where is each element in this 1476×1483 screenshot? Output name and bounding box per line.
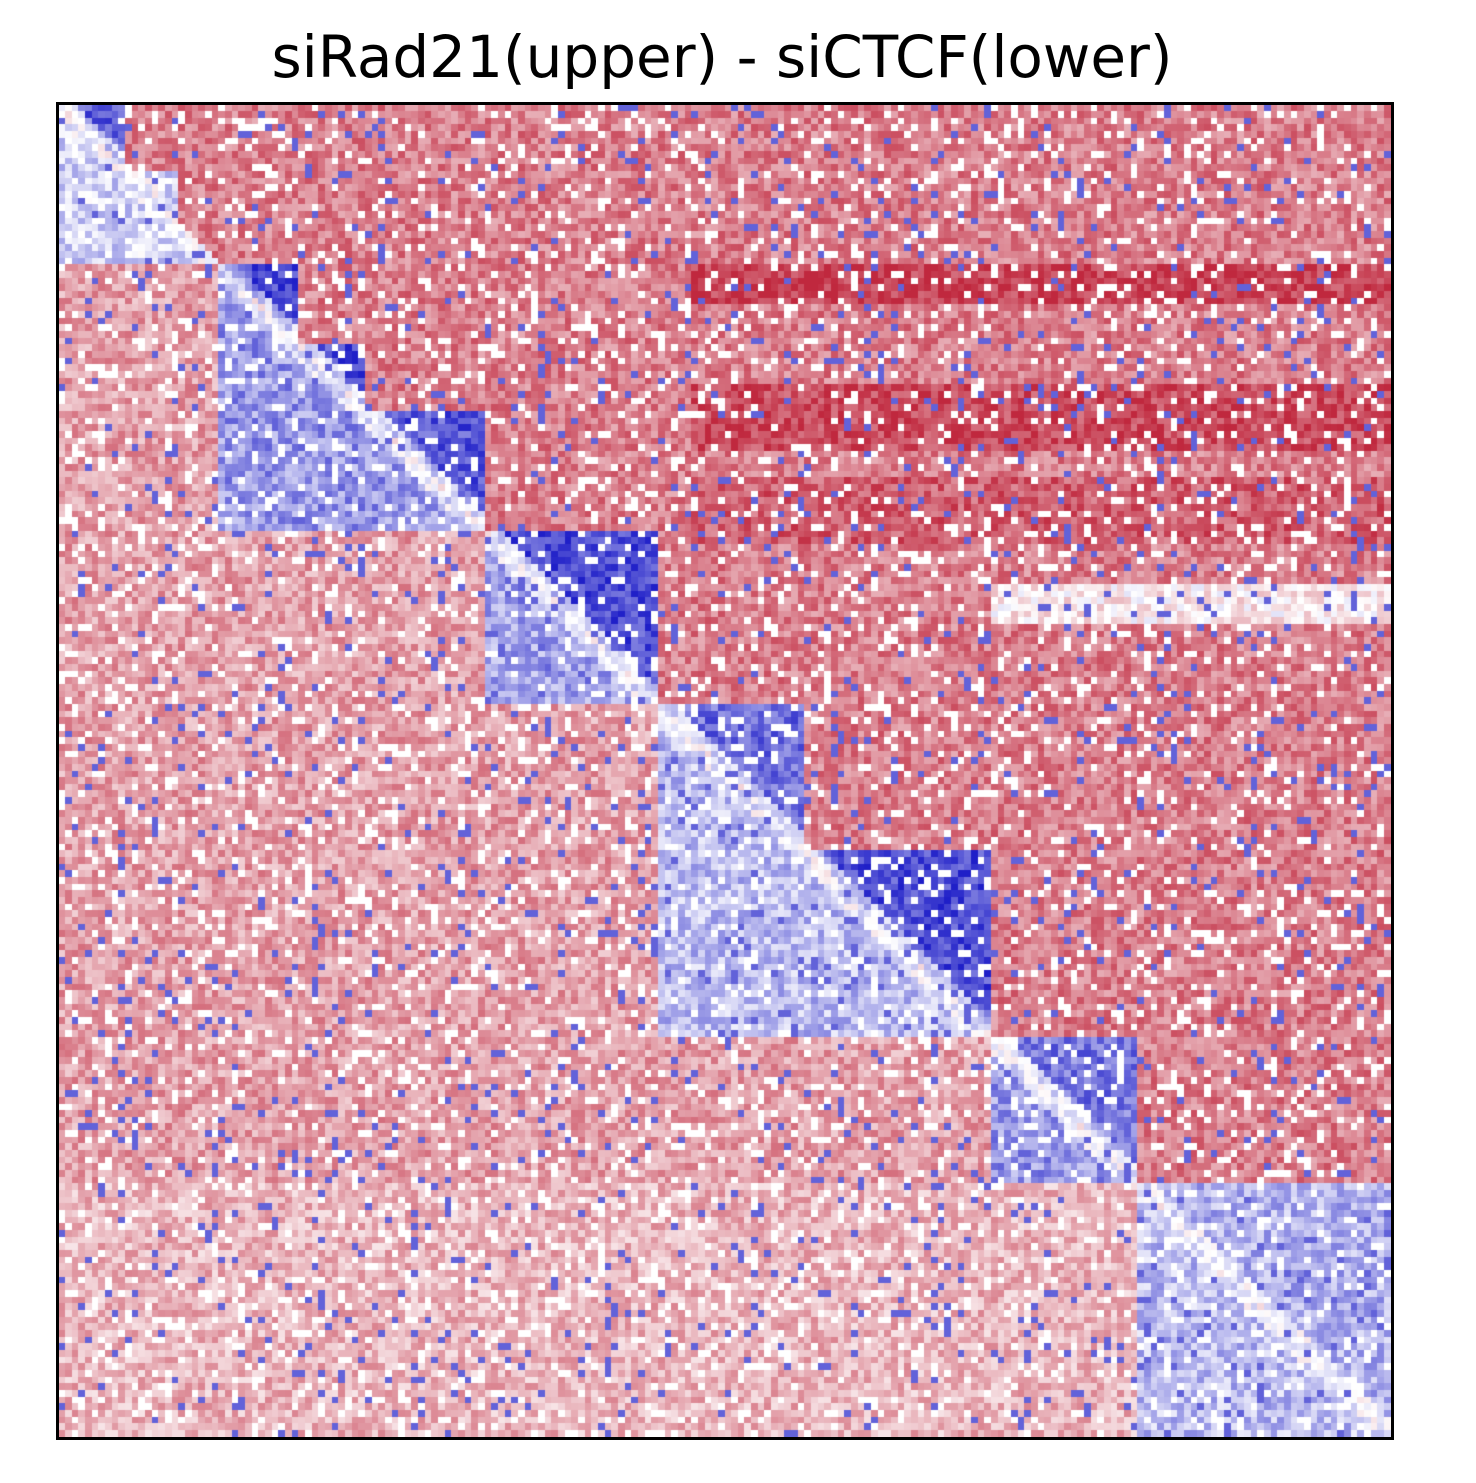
chart-title: siRad21(upper) - siCTCF(lower) <box>271 23 1173 91</box>
heatmap-canvas <box>59 105 1391 1437</box>
heatmap-plot-area <box>56 102 1394 1440</box>
